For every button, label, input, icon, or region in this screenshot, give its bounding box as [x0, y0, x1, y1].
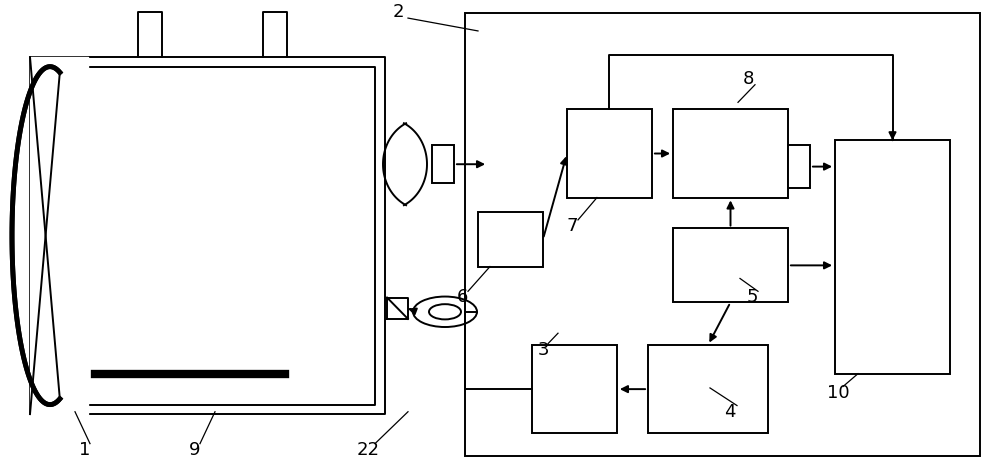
Bar: [648, 345, 768, 433]
Text: 9: 9: [189, 441, 201, 459]
Polygon shape: [387, 298, 408, 319]
Bar: [835, 140, 950, 374]
Text: 2: 2: [392, 3, 404, 21]
Bar: [432, 145, 454, 183]
Bar: [788, 145, 810, 188]
Text: 1: 1: [79, 441, 91, 459]
Text: 3: 3: [537, 341, 549, 359]
Text: 5: 5: [746, 288, 758, 307]
Text: 8: 8: [742, 69, 754, 88]
Text: 6: 6: [456, 288, 468, 307]
Bar: [673, 228, 788, 302]
Bar: [478, 212, 543, 267]
Text: 10: 10: [827, 384, 849, 402]
Bar: [465, 13, 980, 456]
Bar: [567, 109, 652, 198]
Bar: [532, 345, 617, 433]
Bar: [673, 109, 788, 198]
Text: 4: 4: [724, 403, 736, 421]
Text: 7: 7: [566, 217, 578, 235]
Text: 22: 22: [356, 441, 380, 459]
